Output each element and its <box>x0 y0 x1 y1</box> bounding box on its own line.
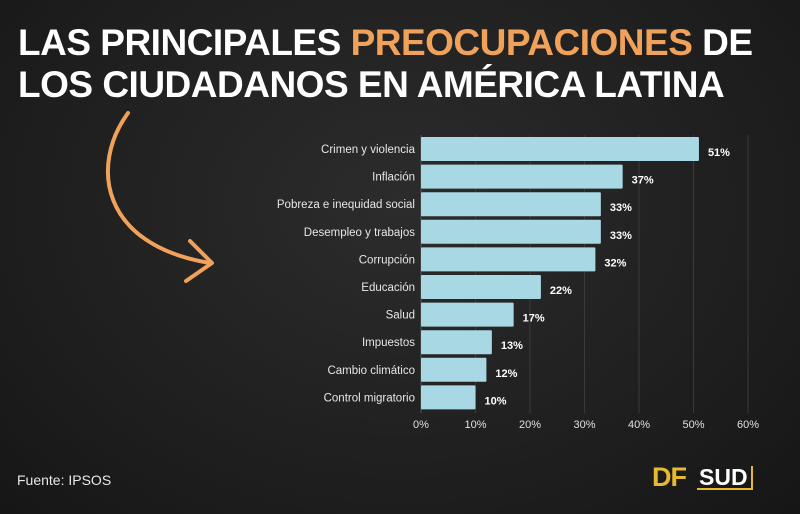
category-label: Inflación <box>372 172 415 184</box>
category-label: Crimen y violencia <box>321 144 416 156</box>
x-tick-label: 30% <box>573 419 595 431</box>
x-tick-label: 10% <box>464 419 486 431</box>
x-tick-label: 40% <box>628 419 650 431</box>
x-tick-label: 0% <box>413 419 429 431</box>
data-label: 33% <box>610 230 632 242</box>
category-label: Corrupción <box>359 254 415 266</box>
bar <box>421 302 514 327</box>
bar <box>421 247 596 272</box>
title-line-2: LOS CIUDADANOS EN AMÉRICA LATINA <box>18 64 725 105</box>
x-tick-label: 50% <box>682 419 704 431</box>
dfsud-logo: DF SUD <box>652 462 764 504</box>
bar <box>421 219 601 244</box>
x-tick-label: 20% <box>519 419 541 431</box>
title-highlight: PREOCUPACIONES <box>350 22 693 63</box>
category-label: Cambio climático <box>327 365 415 377</box>
curved-arrow-icon <box>105 111 214 283</box>
category-label: Desempleo y trabajos <box>304 227 415 239</box>
data-label: 22% <box>550 285 572 297</box>
bar <box>421 137 699 161</box>
category-label: Salud <box>386 310 415 322</box>
category-label: Control migratorio <box>324 392 415 404</box>
bar <box>421 385 476 410</box>
page-title: LAS PRINCIPALES PREOCUPACIONES DE LOS CI… <box>18 22 753 106</box>
source-label: Fuente: IPSOS <box>17 472 112 488</box>
category-label: Pobreza e inequidad social <box>277 199 415 211</box>
data-label: 12% <box>495 368 517 380</box>
bar <box>421 192 601 217</box>
logo-df: DF <box>652 462 687 492</box>
data-label: 10% <box>485 395 507 407</box>
data-label: 51% <box>708 147 730 159</box>
data-label: 37% <box>632 175 654 187</box>
category-label: Educación <box>361 282 415 294</box>
category-label: Impuestos <box>362 337 415 349</box>
bar <box>421 275 541 299</box>
title-line-1: LAS PRINCIPALES PREOCUPACIONES DE <box>18 22 753 63</box>
data-label: 13% <box>501 340 523 352</box>
data-label: 17% <box>523 313 545 325</box>
bar <box>421 330 492 355</box>
data-label: 33% <box>610 202 632 214</box>
bar <box>421 357 487 382</box>
logo-sud: SUD <box>697 466 753 490</box>
bar <box>421 164 623 189</box>
data-label: 32% <box>604 257 626 269</box>
x-tick-label: 60% <box>737 419 759 431</box>
